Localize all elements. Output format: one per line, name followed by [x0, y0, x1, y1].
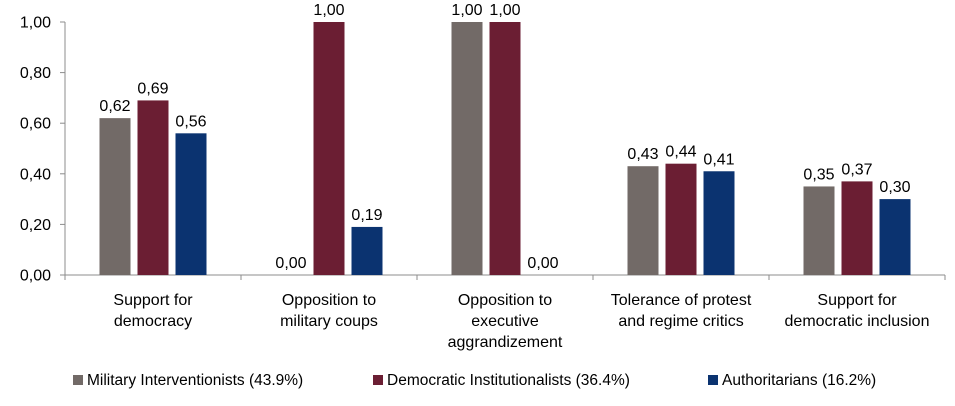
data-label: 0,41: [703, 151, 734, 168]
x-tick-label: Opposition to: [458, 292, 552, 309]
y-tick-label: 0,60: [20, 116, 51, 133]
x-tick-label: and regime critics: [618, 313, 743, 330]
x-tick-label: Tolerance of protest: [611, 292, 752, 309]
y-tick-label: 0,40: [20, 166, 51, 183]
bar: [489, 22, 521, 275]
data-label: 0,43: [627, 146, 658, 163]
legend-label: Authoritarians (16.2%): [722, 372, 876, 389]
data-label: 0,69: [137, 80, 168, 97]
bar: [451, 22, 483, 275]
x-tick-label: Opposition to: [282, 292, 376, 309]
x-tick-label: aggrandizement: [448, 334, 563, 351]
bar: [313, 22, 345, 275]
bar: [351, 226, 383, 275]
data-label: 0,19: [351, 207, 382, 224]
data-label: 0,44: [665, 144, 696, 161]
bar: [841, 181, 873, 275]
x-tick-label: executive: [471, 313, 539, 330]
bar: [99, 118, 131, 275]
x-tick-label: democratic inclusion: [785, 313, 930, 330]
bar: [665, 163, 697, 275]
bar: [879, 199, 911, 275]
legend-swatch: [73, 375, 83, 385]
bar: [175, 133, 207, 275]
legend-label: Democratic Institutionalists (36.4%): [387, 372, 630, 389]
data-label: 1,00: [451, 2, 482, 19]
data-label: 0,56: [175, 113, 206, 130]
data-label: 0,35: [803, 166, 834, 183]
x-tick-label: Support for: [113, 292, 193, 309]
bar: [803, 186, 835, 275]
data-label: 0,30: [879, 179, 910, 196]
bar: [703, 171, 735, 275]
legend-swatch: [373, 375, 383, 385]
y-tick-label: 0,80: [20, 65, 51, 82]
data-label: 0,37: [841, 161, 872, 178]
data-label: 1,00: [489, 2, 520, 19]
y-tick-label: 1,00: [20, 15, 51, 32]
x-tick-label: military coups: [280, 313, 378, 330]
bar: [627, 166, 659, 275]
data-label: 0,00: [527, 255, 558, 272]
y-tick-label: 0,20: [20, 217, 51, 234]
data-label: 0,00: [275, 255, 306, 272]
bar: [137, 100, 169, 276]
data-label: 0,62: [99, 98, 130, 115]
x-tick-label: Support for: [817, 292, 897, 309]
legend-label: Military Interventionists (43.9%): [87, 372, 303, 389]
x-tick-label: democracy: [114, 313, 192, 330]
data-label: 1,00: [313, 2, 344, 19]
legend-swatch: [708, 375, 718, 385]
y-tick-label: 0,00: [20, 268, 51, 285]
